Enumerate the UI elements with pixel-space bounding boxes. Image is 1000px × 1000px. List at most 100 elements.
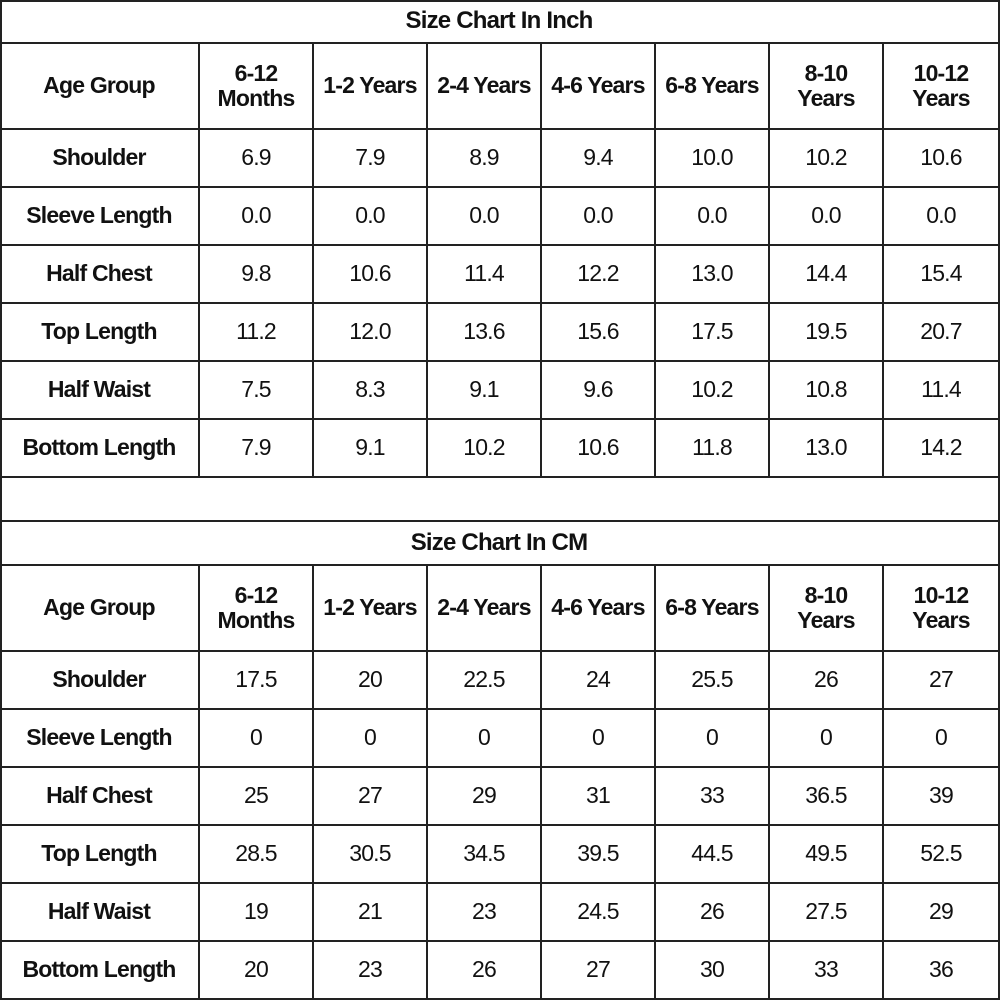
row-label: Half Waist xyxy=(2,362,200,420)
value-cell: 20 xyxy=(314,652,428,710)
spacer-row xyxy=(2,478,1000,522)
value-cell: 29 xyxy=(428,768,542,826)
value-cell: 23 xyxy=(314,942,428,1000)
header-cell: 1-2 Years xyxy=(314,44,428,130)
value-cell: 44.5 xyxy=(656,826,770,884)
row-label: Bottom Length xyxy=(2,942,200,1000)
row-label: Sleeve Length xyxy=(2,710,200,768)
value-cell: 0 xyxy=(428,710,542,768)
row-label: Half Chest xyxy=(2,768,200,826)
header-cell: 2-4 Years xyxy=(428,44,542,130)
value-cell: 0 xyxy=(200,710,314,768)
value-cell: 26 xyxy=(770,652,884,710)
value-cell: 7.9 xyxy=(314,130,428,188)
value-cell: 31 xyxy=(542,768,656,826)
value-cell: 9.1 xyxy=(428,362,542,420)
value-cell: 33 xyxy=(656,768,770,826)
value-cell: 0.0 xyxy=(428,188,542,246)
value-cell: 17.5 xyxy=(200,652,314,710)
table-title: Size Chart In CM xyxy=(2,522,1000,566)
header-label: Age Group xyxy=(2,44,200,130)
value-cell: 10.2 xyxy=(656,362,770,420)
value-cell: 10.6 xyxy=(314,246,428,304)
value-cell: 33 xyxy=(770,942,884,1000)
value-cell: 39 xyxy=(884,768,1000,826)
row-label: Top Length xyxy=(2,826,200,884)
value-cell: 0.0 xyxy=(200,188,314,246)
row-label: Shoulder xyxy=(2,652,200,710)
value-cell: 30 xyxy=(656,942,770,1000)
value-cell: 10.0 xyxy=(656,130,770,188)
value-cell: 11.4 xyxy=(428,246,542,304)
value-cell: 23 xyxy=(428,884,542,942)
value-cell: 19 xyxy=(200,884,314,942)
value-cell: 9.1 xyxy=(314,420,428,478)
value-cell: 20 xyxy=(200,942,314,1000)
value-cell: 9.4 xyxy=(542,130,656,188)
row-label: Bottom Length xyxy=(2,420,200,478)
value-cell: 10.8 xyxy=(770,362,884,420)
value-cell: 0 xyxy=(314,710,428,768)
value-cell: 24.5 xyxy=(542,884,656,942)
header-cell: 10-12 Years xyxy=(884,44,1000,130)
value-cell: 12.0 xyxy=(314,304,428,362)
header-cell: 6-12 Months xyxy=(200,566,314,652)
header-cell: 1-2 Years xyxy=(314,566,428,652)
value-cell: 9.6 xyxy=(542,362,656,420)
value-cell: 26 xyxy=(656,884,770,942)
value-cell: 10.6 xyxy=(542,420,656,478)
value-cell: 28.5 xyxy=(200,826,314,884)
header-cell: 6-8 Years xyxy=(656,44,770,130)
value-cell: 36.5 xyxy=(770,768,884,826)
value-cell: 15.4 xyxy=(884,246,1000,304)
header-cell: 8-10 Years xyxy=(770,44,884,130)
value-cell: 26 xyxy=(428,942,542,1000)
value-cell: 0.0 xyxy=(884,188,1000,246)
value-cell: 27 xyxy=(314,768,428,826)
header-cell: 6-8 Years xyxy=(656,566,770,652)
value-cell: 34.5 xyxy=(428,826,542,884)
value-cell: 25.5 xyxy=(656,652,770,710)
value-cell: 8.3 xyxy=(314,362,428,420)
value-cell: 15.6 xyxy=(542,304,656,362)
value-cell: 27.5 xyxy=(770,884,884,942)
value-cell: 9.8 xyxy=(200,246,314,304)
value-cell: 13.6 xyxy=(428,304,542,362)
value-cell: 0.0 xyxy=(542,188,656,246)
value-cell: 13.0 xyxy=(656,246,770,304)
value-cell: 52.5 xyxy=(884,826,1000,884)
value-cell: 0.0 xyxy=(770,188,884,246)
row-label: Shoulder xyxy=(2,130,200,188)
row-label: Half Chest xyxy=(2,246,200,304)
value-cell: 27 xyxy=(884,652,1000,710)
table-title: Size Chart In Inch xyxy=(2,2,1000,44)
value-cell: 11.2 xyxy=(200,304,314,362)
row-label: Sleeve Length xyxy=(2,188,200,246)
value-cell: 20.7 xyxy=(884,304,1000,362)
value-cell: 17.5 xyxy=(656,304,770,362)
value-cell: 14.2 xyxy=(884,420,1000,478)
header-cell: 4-6 Years xyxy=(542,44,656,130)
value-cell: 30.5 xyxy=(314,826,428,884)
value-cell: 7.5 xyxy=(200,362,314,420)
value-cell: 25 xyxy=(200,768,314,826)
value-cell: 24 xyxy=(542,652,656,710)
row-label: Top Length xyxy=(2,304,200,362)
value-cell: 21 xyxy=(314,884,428,942)
value-cell: 11.8 xyxy=(656,420,770,478)
value-cell: 10.2 xyxy=(770,130,884,188)
value-cell: 7.9 xyxy=(200,420,314,478)
row-label: Half Waist xyxy=(2,884,200,942)
value-cell: 36 xyxy=(884,942,1000,1000)
value-cell: 12.2 xyxy=(542,246,656,304)
value-cell: 22.5 xyxy=(428,652,542,710)
header-cell: 2-4 Years xyxy=(428,566,542,652)
value-cell: 49.5 xyxy=(770,826,884,884)
value-cell: 10.6 xyxy=(884,130,1000,188)
value-cell: 11.4 xyxy=(884,362,1000,420)
value-cell: 0 xyxy=(656,710,770,768)
header-label: Age Group xyxy=(2,566,200,652)
value-cell: 14.4 xyxy=(770,246,884,304)
value-cell: 13.0 xyxy=(770,420,884,478)
